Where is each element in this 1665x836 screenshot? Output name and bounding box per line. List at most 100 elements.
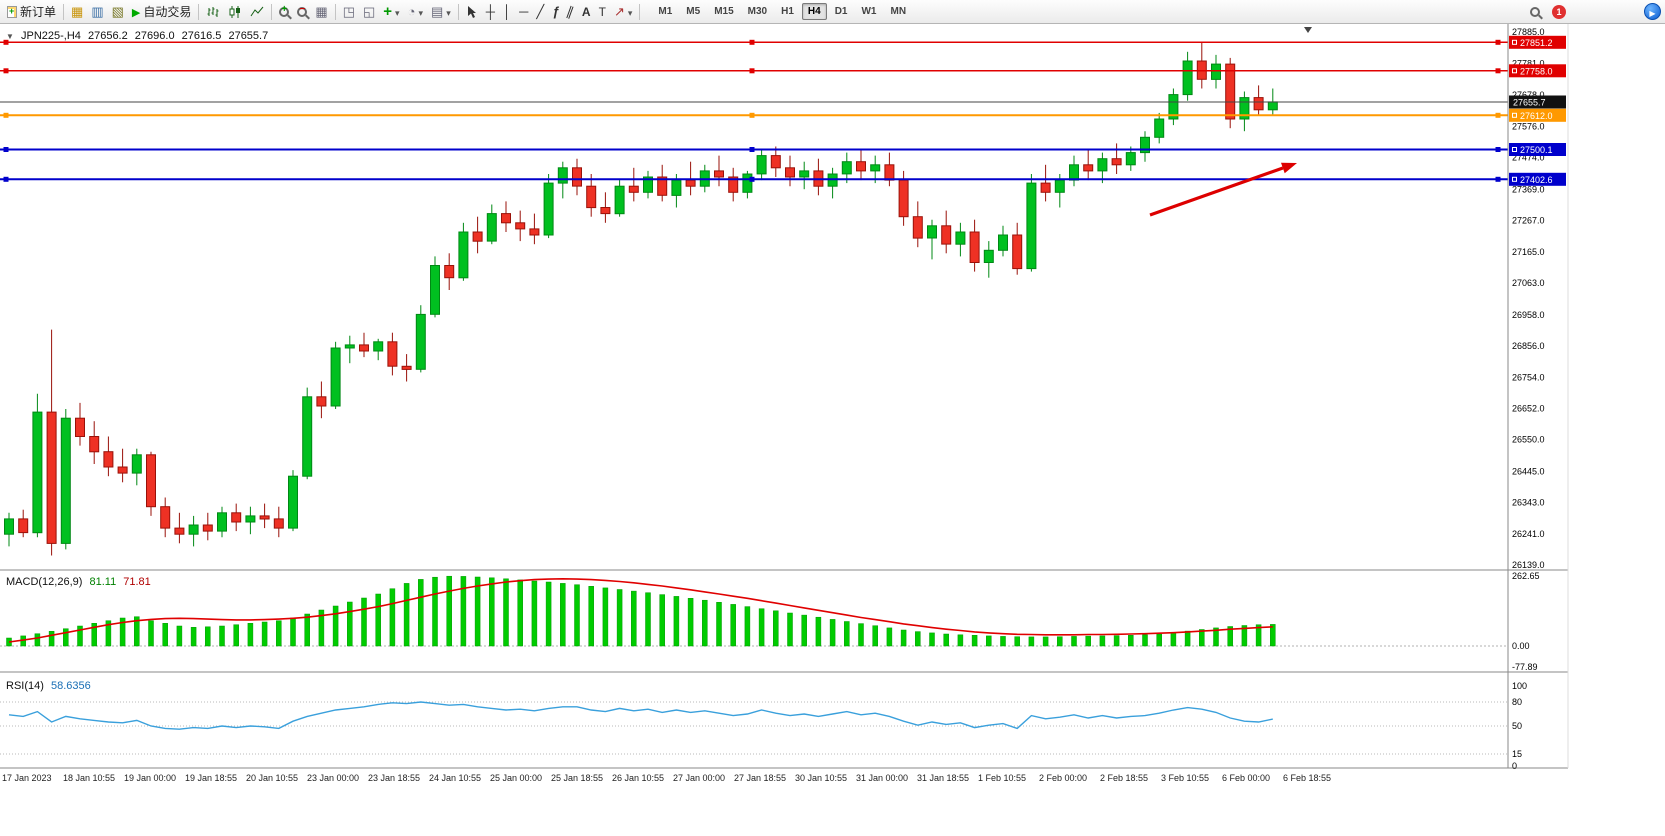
- svg-text:27758.0: 27758.0: [1520, 66, 1553, 76]
- label-button[interactable]: [595, 2, 610, 22]
- svg-text:27655.7: 27655.7: [1513, 98, 1546, 108]
- bar-chart-button[interactable]: [202, 2, 224, 22]
- svg-text:26754.0: 26754.0: [1512, 372, 1545, 382]
- crosshair-button[interactable]: [482, 2, 499, 22]
- svg-text:23 Jan 00:00: 23 Jan 00:00: [307, 773, 359, 783]
- notification-badge[interactable]: 1: [1552, 4, 1566, 19]
- channel-button[interactable]: [563, 2, 578, 22]
- svg-text:27267.0: 27267.0: [1512, 216, 1545, 226]
- minus-sign: [299, 5, 305, 15]
- toolbar-separator: [334, 3, 336, 20]
- chart-canvas[interactable]: 27885.0 27781.0 27678.0 27576.0 27474.0 27369…: [0, 24, 1665, 814]
- new-order-icon: [7, 5, 17, 18]
- timeframe-h1[interactable]: H1: [775, 3, 800, 20]
- data-window-icon: [91, 5, 103, 18]
- svg-text:31 Jan 18:55: 31 Jan 18:55: [917, 773, 969, 783]
- bar-chart-icon: [207, 6, 219, 17]
- svg-text:6 Feb 00:00: 6 Feb 00:00: [1222, 773, 1270, 783]
- svg-text:0: 0: [1512, 761, 1517, 771]
- dropdown-caret-icon: [418, 5, 423, 18]
- add-indicator-button[interactable]: [379, 2, 403, 22]
- tile-windows-button[interactable]: [311, 2, 331, 22]
- main-toolbar: 新订单 自动交易 M1 M5 M15 M30 H1 H4: [0, 0, 1665, 24]
- svg-text:26139.0: 26139.0: [1512, 560, 1545, 570]
- svg-text:19 Jan 18:55: 19 Jan 18:55: [185, 773, 237, 783]
- toolbar-separator: [198, 3, 200, 20]
- template-icon: [431, 5, 443, 18]
- timeframe-m15[interactable]: M15: [708, 3, 739, 20]
- svg-text:3 Feb 10:55: 3 Feb 10:55: [1161, 773, 1209, 783]
- fibonacci-button[interactable]: [548, 2, 563, 22]
- svg-text:19 Jan 00:00: 19 Jan 00:00: [124, 773, 176, 783]
- zoom-in-button[interactable]: [275, 2, 293, 22]
- svg-text:23 Jan 18:55: 23 Jan 18:55: [368, 773, 420, 783]
- timeframe-h4[interactable]: H4: [801, 3, 827, 20]
- cursor-icon: [467, 5, 476, 18]
- line-chart-button[interactable]: [246, 2, 268, 22]
- svg-text:26445.0: 26445.0: [1512, 467, 1545, 477]
- auto-trading-label: 自动交易: [143, 5, 192, 19]
- tile-windows-icon: [315, 5, 327, 18]
- toolbar-separator: [457, 3, 459, 20]
- cursor-button[interactable]: [462, 2, 482, 22]
- trendline-button[interactable]: [532, 2, 548, 22]
- svg-text:17 Jan 2023: 17 Jan 2023: [2, 773, 52, 783]
- search-icon[interactable]: [1530, 6, 1540, 17]
- chart-workspace: 27885.0 27781.0 27678.0 27576.0 27474.0 27369…: [0, 24, 1665, 836]
- text-button[interactable]: [578, 2, 595, 22]
- svg-text:26343.0: 26343.0: [1512, 498, 1545, 508]
- timeframe-m30[interactable]: M30: [742, 3, 773, 20]
- timeframe-m1[interactable]: M1: [652, 3, 678, 20]
- period-button[interactable]: [404, 2, 427, 22]
- svg-text:27576.0: 27576.0: [1512, 121, 1545, 131]
- svg-text:25 Jan 18:55: 25 Jan 18:55: [551, 773, 603, 783]
- arrange-windows-button[interactable]: [359, 2, 379, 22]
- timeframe-d1[interactable]: D1: [829, 3, 854, 20]
- zoom-out-button[interactable]: [293, 2, 311, 22]
- trendline-icon: [536, 5, 544, 18]
- horizontal-line-button[interactable]: [515, 2, 532, 22]
- auto-trading-button[interactable]: 自动交易: [128, 2, 195, 22]
- svg-text:25 Jan 00:00: 25 Jan 00:00: [490, 773, 542, 783]
- cascade-windows-icon: [343, 5, 355, 18]
- navigator-button[interactable]: [108, 2, 128, 22]
- svg-text:0.00: 0.00: [1512, 641, 1530, 651]
- svg-text:100: 100: [1512, 681, 1527, 691]
- plus-sign: [281, 5, 287, 15]
- new-order-button[interactable]: 新订单: [3, 2, 60, 22]
- timeframe-w1[interactable]: W1: [855, 3, 882, 20]
- timeframe-mn[interactable]: MN: [884, 3, 912, 20]
- cascade-windows-button[interactable]: [339, 2, 359, 22]
- svg-text:2 Feb 18:55: 2 Feb 18:55: [1100, 773, 1148, 783]
- navigator-icon: [112, 5, 124, 18]
- data-window-button[interactable]: [87, 2, 107, 22]
- svg-text:26856.0: 26856.0: [1512, 341, 1545, 351]
- horizontal-line-icon: [519, 5, 528, 18]
- quick-action-button[interactable]: [1644, 3, 1661, 20]
- timeframe-m5[interactable]: M5: [680, 3, 706, 20]
- svg-text:27402.6: 27402.6: [1520, 175, 1553, 185]
- svg-text:26958.0: 26958.0: [1512, 310, 1545, 320]
- dropdown-caret-icon: [446, 5, 451, 18]
- template-button[interactable]: [427, 2, 455, 22]
- market-watch-button[interactable]: [67, 2, 87, 22]
- candlestick-chart-icon: [229, 5, 241, 18]
- candlestick-chart-button[interactable]: [224, 2, 246, 22]
- svg-text:27 Jan 00:00: 27 Jan 00:00: [673, 773, 725, 783]
- vertical-line-button[interactable]: [499, 2, 515, 22]
- svg-text:27165.0: 27165.0: [1512, 247, 1545, 257]
- zoom-out-icon: [297, 5, 308, 17]
- svg-text:27474.0: 27474.0: [1512, 153, 1545, 163]
- arrange-windows-icon: [363, 5, 375, 18]
- svg-text:1 Feb 10:55: 1 Feb 10:55: [978, 773, 1026, 783]
- shapes-button[interactable]: [610, 2, 636, 22]
- svg-text:26 Jan 10:55: 26 Jan 10:55: [612, 773, 664, 783]
- dropdown-caret-icon: [395, 5, 400, 18]
- quick-action-icon: [1649, 5, 1655, 19]
- svg-text:26241.0: 26241.0: [1512, 529, 1545, 539]
- toolbar-right-tools: 1: [1530, 4, 1566, 19]
- toolbar-separator: [639, 3, 641, 20]
- crosshair-icon: [486, 5, 495, 18]
- dropdown-caret-icon: [628, 5, 633, 18]
- shapes-icon: [614, 5, 625, 18]
